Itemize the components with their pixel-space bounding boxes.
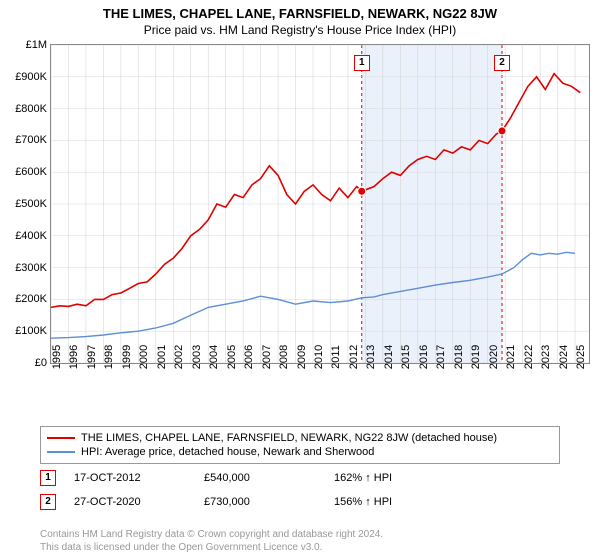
x-tick-label: 1998 bbox=[103, 345, 115, 369]
x-tick-label: 2022 bbox=[523, 345, 535, 369]
sale-row-1: 1 17-OCT-2012 £540,000 162% ↑ HPI bbox=[40, 470, 560, 486]
y-tick-label: £900K bbox=[3, 71, 47, 83]
sale-rel-1: 162% ↑ HPI bbox=[334, 472, 464, 484]
x-tick-label: 2018 bbox=[453, 345, 465, 369]
chart-container: THE LIMES, CHAPEL LANE, FARNSFIELD, NEWA… bbox=[0, 0, 600, 560]
sale-marker-1-icon: 1 bbox=[40, 470, 56, 486]
x-tick-label: 1995 bbox=[51, 345, 63, 369]
x-tick-label: 1999 bbox=[121, 345, 133, 369]
x-tick-label: 2019 bbox=[470, 345, 482, 369]
y-tick-label: £0 bbox=[3, 357, 47, 369]
y-tick-label: £800K bbox=[3, 103, 47, 115]
x-tick-label: 2024 bbox=[558, 345, 570, 369]
x-tick-label: 2012 bbox=[348, 345, 360, 369]
x-tick-label: 2017 bbox=[435, 345, 447, 369]
y-tick-label: £200K bbox=[3, 293, 47, 305]
y-tick-label: £600K bbox=[3, 166, 47, 178]
chart-subtitle: Price paid vs. HM Land Registry's House … bbox=[0, 21, 600, 41]
y-tick-label: £1M bbox=[3, 39, 47, 51]
chart-marker-1: 1 bbox=[354, 55, 370, 71]
sale-marker-2-icon: 2 bbox=[40, 494, 56, 510]
y-tick-label: £400K bbox=[3, 230, 47, 242]
x-tick-label: 2009 bbox=[296, 345, 308, 369]
x-tick-label: 2021 bbox=[505, 345, 517, 369]
y-tick-label: £100K bbox=[3, 325, 47, 337]
x-tick-label: 2013 bbox=[365, 345, 377, 369]
y-tick-label: £500K bbox=[3, 198, 47, 210]
footer: Contains HM Land Registry data © Crown c… bbox=[40, 528, 560, 554]
x-tick-label: 2015 bbox=[400, 345, 412, 369]
legend-item: HPI: Average price, detached house, Newa… bbox=[47, 445, 553, 459]
x-tick-label: 2004 bbox=[208, 345, 220, 369]
x-tick-label: 2008 bbox=[278, 345, 290, 369]
sale-date-2: 27-OCT-2020 bbox=[74, 496, 204, 508]
x-tick-label: 2023 bbox=[540, 345, 552, 369]
plot-area: £0£100K£200K£300K£400K£500K£600K£700K£80… bbox=[50, 44, 590, 364]
sale-date-1: 17-OCT-2012 bbox=[74, 472, 204, 484]
x-tick-label: 2005 bbox=[226, 345, 238, 369]
y-tick-label: £300K bbox=[3, 262, 47, 274]
legend: THE LIMES, CHAPEL LANE, FARNSFIELD, NEWA… bbox=[40, 426, 560, 464]
chart-title: THE LIMES, CHAPEL LANE, FARNSFIELD, NEWA… bbox=[0, 0, 600, 21]
legend-label: THE LIMES, CHAPEL LANE, FARNSFIELD, NEWA… bbox=[81, 432, 497, 444]
sale-rel-2: 156% ↑ HPI bbox=[334, 496, 464, 508]
x-tick-label: 1996 bbox=[68, 345, 80, 369]
legend-swatch bbox=[47, 451, 75, 453]
x-tick-label: 2016 bbox=[418, 345, 430, 369]
x-tick-label: 2002 bbox=[173, 345, 185, 369]
chart-area: £0£100K£200K£300K£400K£500K£600K£700K£80… bbox=[50, 44, 590, 394]
x-tick-label: 2020 bbox=[488, 345, 500, 369]
legend-item: THE LIMES, CHAPEL LANE, FARNSFIELD, NEWA… bbox=[47, 431, 553, 445]
footer-line2: This data is licensed under the Open Gov… bbox=[40, 541, 560, 554]
x-tick-label: 2014 bbox=[383, 345, 395, 369]
sale-row-2: 2 27-OCT-2020 £730,000 156% ↑ HPI bbox=[40, 494, 560, 510]
legend-label: HPI: Average price, detached house, Newa… bbox=[81, 446, 374, 458]
y-tick-label: £700K bbox=[3, 134, 47, 146]
sale-price-2: £730,000 bbox=[204, 496, 334, 508]
x-tick-label: 2003 bbox=[191, 345, 203, 369]
plot-svg bbox=[51, 45, 589, 363]
x-tick-label: 2007 bbox=[261, 345, 273, 369]
legend-swatch bbox=[47, 437, 75, 439]
x-tick-label: 2025 bbox=[575, 345, 587, 369]
sale-price-1: £540,000 bbox=[204, 472, 334, 484]
x-tick-label: 2001 bbox=[156, 345, 168, 369]
footer-line1: Contains HM Land Registry data © Crown c… bbox=[40, 528, 560, 541]
x-tick-label: 2000 bbox=[138, 345, 150, 369]
x-tick-label: 2010 bbox=[313, 345, 325, 369]
chart-marker-2: 2 bbox=[494, 55, 510, 71]
x-tick-label: 2011 bbox=[330, 345, 342, 369]
x-tick-label: 2006 bbox=[243, 345, 255, 369]
x-tick-label: 1997 bbox=[86, 345, 98, 369]
